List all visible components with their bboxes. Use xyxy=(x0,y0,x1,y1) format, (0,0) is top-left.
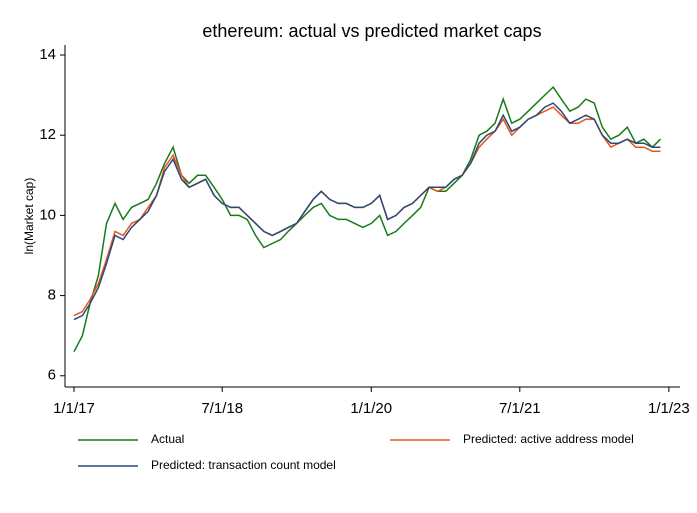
legend-label: Actual xyxy=(151,432,184,446)
x-tick-label: 7/1/18 xyxy=(201,400,243,417)
legend-label: Predicted: active address model xyxy=(463,432,634,446)
series-line xyxy=(73,102,661,321)
x-tick-label: 1/1/20 xyxy=(350,400,392,417)
y-tick-label: 14 xyxy=(39,46,56,63)
y-tick-label: 6 xyxy=(48,367,56,384)
x-tick-label: 1/1/17 xyxy=(53,400,95,417)
y-tick-label: 8 xyxy=(48,287,56,304)
chart-title: ethereum: actual vs predicted market cap… xyxy=(202,21,541,41)
y-tick-label: 12 xyxy=(39,126,56,143)
x-tick-label: 1/1/23 xyxy=(648,400,690,417)
legend-label: Predicted: transaction count model xyxy=(151,458,336,472)
series-line xyxy=(73,85,662,353)
x-tick-label: 7/1/21 xyxy=(499,400,541,417)
y-axis-label: ln(Market cap) xyxy=(22,178,36,255)
y-tick-label: 10 xyxy=(39,206,56,223)
